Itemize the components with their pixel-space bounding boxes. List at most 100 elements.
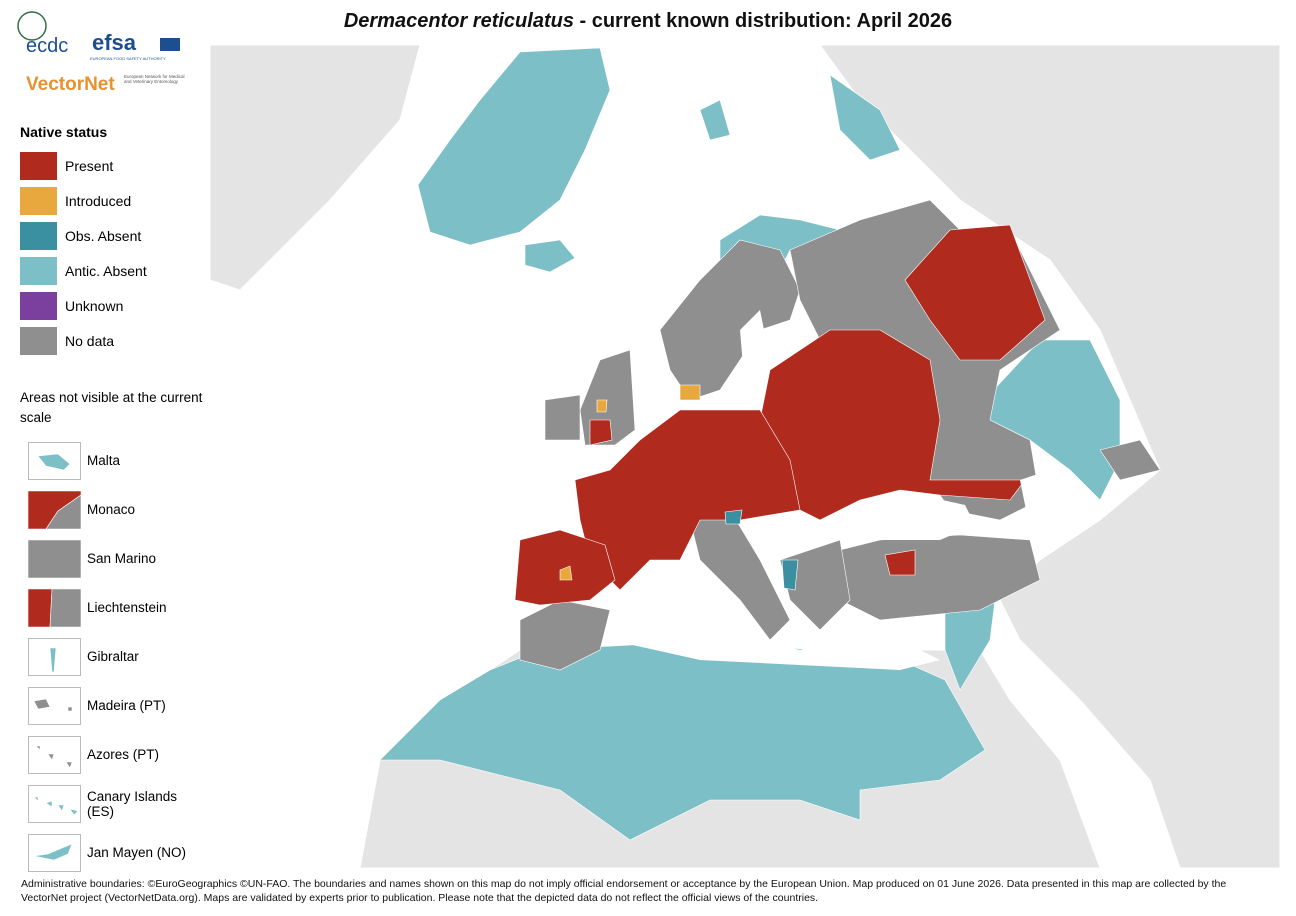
legend-label: Present bbox=[65, 157, 114, 174]
inset-frame bbox=[28, 784, 81, 823]
legend-item: Unknown bbox=[20, 288, 205, 323]
asia bbox=[819, 45, 1280, 868]
map bbox=[210, 45, 1280, 868]
inset-shape bbox=[28, 588, 53, 627]
inset-note: Areas not visible at the current scale bbox=[20, 390, 203, 425]
legend-swatch bbox=[20, 326, 57, 355]
inset-map bbox=[28, 686, 81, 725]
inset-map bbox=[28, 784, 81, 823]
inset-map bbox=[28, 539, 81, 578]
inset-shape bbox=[69, 808, 79, 815]
inset-shape bbox=[45, 494, 81, 529]
novaya-zemlya bbox=[829, 74, 901, 161]
inset-item: Azores (PT) bbox=[20, 730, 205, 779]
legend-swatch bbox=[20, 151, 57, 180]
footer: Administrative boundaries: ©EuroGeograph… bbox=[21, 877, 1281, 905]
inset-map bbox=[28, 637, 81, 676]
legend-label: Antic. Absent bbox=[65, 262, 147, 279]
inset-item: Monaco bbox=[20, 485, 205, 534]
inset-label: Monaco bbox=[87, 502, 136, 517]
spain-introduced bbox=[559, 565, 573, 581]
inset-shape bbox=[33, 698, 51, 709]
inset-frame bbox=[28, 735, 81, 774]
present bbox=[514, 224, 1046, 606]
inset-shape bbox=[47, 753, 55, 761]
legend-label: No data bbox=[65, 332, 115, 349]
turkey-present bbox=[884, 549, 916, 576]
inset-map bbox=[28, 735, 81, 774]
legend-item: Introduced bbox=[20, 183, 205, 218]
inset-shape bbox=[35, 745, 41, 751]
legend-item: Antic. Absent bbox=[20, 253, 205, 288]
inset-item: Malta bbox=[20, 436, 205, 485]
title-rest: - current known distribution: April 2026 bbox=[573, 10, 953, 32]
inset-shape bbox=[45, 800, 53, 808]
inset-map bbox=[28, 833, 81, 872]
legend-item: Present bbox=[20, 148, 205, 183]
introduced bbox=[559, 384, 701, 581]
caspian-east bbox=[1099, 439, 1161, 481]
logos: ecdc efsa EUROPEAN FOOD SAFETY AUTHORITY… bbox=[17, 11, 185, 95]
footer-line: VectorNet project (VectorNetData.org). M… bbox=[21, 892, 819, 904]
denmark-introduced bbox=[679, 384, 701, 401]
central-europe-present bbox=[574, 409, 801, 591]
inset-label: Jan Mayen (NO) bbox=[87, 845, 187, 860]
antic-absent bbox=[379, 47, 1121, 841]
efsa-sub: EUROPEAN FOOD SAFETY AUTHORITY bbox=[90, 56, 166, 61]
iceland bbox=[524, 239, 576, 273]
ecdc-logo: ecdc bbox=[26, 35, 68, 57]
legend-label: Obs. Absent bbox=[65, 227, 142, 244]
inset-shape bbox=[33, 842, 73, 860]
obs-absent bbox=[724, 509, 799, 591]
legend-swatch bbox=[20, 291, 57, 320]
black-sea bbox=[855, 495, 975, 540]
inset-shape bbox=[67, 706, 73, 711]
russia-north-present bbox=[904, 224, 1046, 361]
legend-swatch bbox=[20, 221, 57, 250]
eu-flag bbox=[160, 38, 180, 51]
legend-swatch bbox=[20, 186, 57, 215]
inset-shape bbox=[49, 647, 57, 672]
insets: Malta Monaco San Marino Liechtenstein Gibral… bbox=[20, 436, 205, 877]
inset-shape bbox=[57, 804, 65, 812]
inset-shape bbox=[37, 453, 71, 470]
inset-item: Madeira (PT) bbox=[20, 681, 205, 730]
vectornet-logo: VectorNet bbox=[26, 74, 115, 95]
legend-label: Unknown bbox=[65, 297, 124, 314]
slovenia-obs-absent bbox=[724, 509, 743, 525]
ecdc-globe bbox=[17, 11, 47, 41]
north-america bbox=[210, 45, 421, 291]
inset-shape bbox=[65, 761, 73, 769]
inset-item: Liechtenstein bbox=[20, 583, 205, 632]
inset-frame bbox=[28, 441, 81, 480]
inset-item: Jan Mayen (NO) bbox=[20, 828, 205, 877]
legend-title: Native status bbox=[20, 124, 108, 140]
seas bbox=[610, 310, 1070, 670]
inset-shape bbox=[33, 796, 39, 802]
montenegro-obs-absent bbox=[781, 559, 799, 591]
inset-shape bbox=[28, 539, 81, 578]
inset-map bbox=[28, 441, 81, 480]
inset-map bbox=[28, 588, 81, 627]
legend: Native status Present Introduced Obs. Abse… bbox=[20, 124, 205, 877]
inset-label: Gibraltar bbox=[87, 649, 139, 664]
inset-label: Madeira (PT) bbox=[87, 698, 166, 713]
mediterranean bbox=[610, 570, 940, 670]
inset-item: Gibraltar bbox=[20, 632, 205, 681]
inset-map bbox=[28, 490, 81, 529]
vectornet-sub-box: European Network for Medical and Veterin… bbox=[124, 74, 185, 84]
england-introduced bbox=[596, 399, 608, 413]
inset-label: Liechtenstein bbox=[87, 600, 167, 615]
legend-label: Introduced bbox=[65, 192, 132, 209]
inset-label: San Marino bbox=[87, 551, 157, 566]
efsa-logo: efsa bbox=[92, 30, 137, 55]
caspian-sea bbox=[1020, 470, 1070, 540]
inset-shape bbox=[49, 588, 81, 627]
wales-present bbox=[589, 419, 613, 446]
legend-item: No data bbox=[20, 323, 205, 358]
legend-swatch bbox=[20, 256, 57, 285]
svalbard bbox=[699, 99, 731, 141]
baltic-sea bbox=[740, 310, 770, 400]
legend-item: Obs. Absent bbox=[20, 218, 205, 253]
